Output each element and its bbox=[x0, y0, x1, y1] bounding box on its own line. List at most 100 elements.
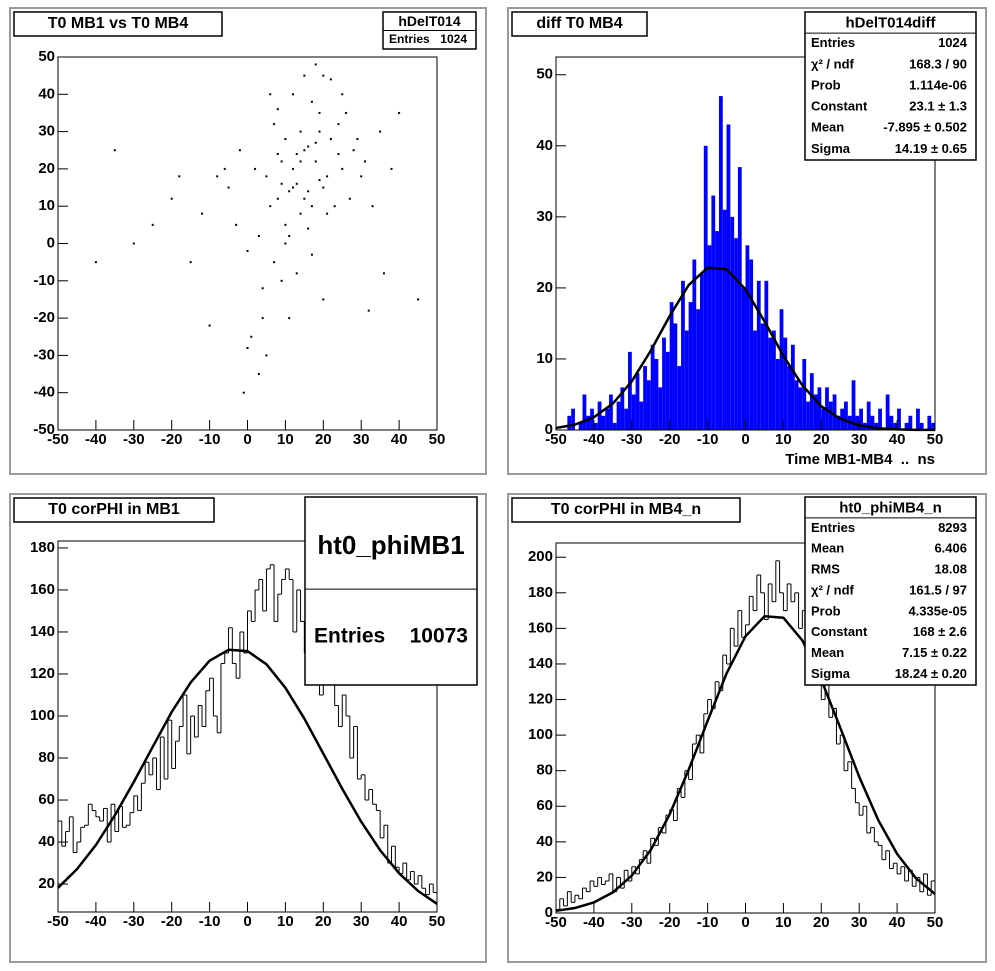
scatter-point bbox=[273, 261, 276, 264]
y-tick-label: 60 bbox=[38, 791, 55, 808]
x-tick-label: -40 bbox=[85, 913, 107, 930]
scatter-point bbox=[337, 152, 340, 155]
stats-box bbox=[304, 496, 478, 686]
y-tick-label: 10 bbox=[38, 197, 55, 214]
scatter-point bbox=[291, 167, 294, 170]
scatter-point bbox=[299, 160, 302, 163]
scatter-point bbox=[178, 175, 181, 178]
histogram-bar bbox=[866, 401, 871, 430]
stats-label: RMS bbox=[811, 562, 840, 577]
scatter-point bbox=[238, 149, 241, 152]
scatter-point bbox=[284, 223, 287, 226]
scatter-point bbox=[329, 78, 332, 81]
histogram-bar bbox=[696, 309, 701, 430]
scatter-point bbox=[352, 149, 355, 152]
x-tick-label: -20 bbox=[161, 913, 183, 930]
x-tick-label: 50 bbox=[927, 431, 944, 448]
y-tick-label: 0 bbox=[47, 234, 55, 251]
histogram-bar bbox=[756, 280, 761, 430]
scatter-point bbox=[132, 242, 135, 245]
scatter-point bbox=[363, 160, 366, 163]
y-tick-label: 50 bbox=[38, 48, 55, 65]
y-tick-label: 40 bbox=[38, 85, 55, 102]
x-tick-label: 30 bbox=[353, 431, 370, 448]
y-tick-label: 100 bbox=[30, 707, 55, 724]
scatter-point bbox=[246, 346, 249, 349]
x-tick-label: 0 bbox=[741, 914, 749, 931]
x-tick-label: -50 bbox=[47, 431, 69, 448]
scatter-point bbox=[318, 111, 321, 114]
x-tick-label: 20 bbox=[813, 431, 830, 448]
x-tick-label: 10 bbox=[277, 913, 294, 930]
histogram-bar bbox=[919, 422, 924, 430]
x-axis-label: Time MB1-MB4 .. ns bbox=[785, 451, 935, 468]
stats-value: 18.24 ± 0.20 bbox=[895, 666, 967, 681]
scatter-point bbox=[261, 287, 264, 290]
y-tick-label: -50 bbox=[33, 421, 55, 438]
histogram-bar bbox=[730, 216, 735, 430]
stats-value: 23.1 ± 1.3 bbox=[909, 99, 967, 114]
histogram-bar bbox=[904, 422, 909, 430]
stats-label: Sigma bbox=[811, 141, 851, 156]
stats-label: Constant bbox=[811, 624, 868, 639]
y-tick-label: -20 bbox=[33, 309, 55, 326]
scatter-point bbox=[295, 272, 298, 275]
stats-title: ht0_phiMB4_n bbox=[839, 499, 942, 516]
stats-value: 4.335e-05 bbox=[908, 603, 967, 618]
y-tick-label: 20 bbox=[536, 868, 553, 885]
scatter-point bbox=[303, 197, 306, 200]
histogram-bar bbox=[832, 394, 837, 430]
scatter-point bbox=[299, 212, 302, 215]
title-box bbox=[511, 497, 741, 523]
scatter-point bbox=[367, 309, 370, 312]
histogram-bar bbox=[605, 408, 610, 430]
y-tick-label: 50 bbox=[536, 66, 553, 83]
x-tick-label: -20 bbox=[659, 431, 681, 448]
stats-value: -7.895 ± 0.502 bbox=[883, 120, 967, 135]
histogram-bar bbox=[711, 195, 716, 430]
histogram-bar bbox=[878, 408, 882, 430]
x-tick-label: -40 bbox=[583, 914, 605, 931]
histogram-bar bbox=[620, 387, 625, 430]
histogram-bar bbox=[790, 344, 795, 430]
histogram-bar bbox=[768, 337, 773, 430]
histogram-bar bbox=[628, 351, 632, 430]
scatter-point bbox=[261, 317, 264, 320]
x-tick-label: 50 bbox=[429, 431, 446, 448]
histogram-bar bbox=[597, 401, 602, 430]
scatter-point bbox=[257, 235, 260, 238]
scatter-point bbox=[307, 190, 310, 193]
histogram-bar bbox=[772, 330, 776, 430]
histogram-bar bbox=[828, 401, 833, 430]
histogram-bar bbox=[582, 394, 587, 430]
stats-label: Entries bbox=[811, 520, 855, 535]
title-box bbox=[511, 11, 648, 37]
scatter-point bbox=[314, 160, 317, 163]
y-tick-label: 120 bbox=[30, 665, 55, 682]
y-tick-label: 20 bbox=[38, 875, 55, 892]
histogram-bar bbox=[916, 408, 920, 430]
scatter-point bbox=[322, 298, 325, 301]
stats-label: χ² / ndf bbox=[811, 56, 855, 71]
x-tick-label: 10 bbox=[775, 914, 792, 931]
x-tick-label: -10 bbox=[697, 431, 719, 448]
x-tick-label: 20 bbox=[315, 431, 332, 448]
scatter-point bbox=[299, 130, 302, 133]
fit-curve bbox=[57, 648, 438, 905]
histogram-bar bbox=[681, 280, 685, 430]
scatter-point bbox=[113, 149, 116, 152]
stats-value: 1024 bbox=[938, 35, 968, 50]
y-tick-label: 160 bbox=[30, 581, 55, 598]
scatter-point bbox=[314, 141, 317, 144]
scatter-point bbox=[250, 335, 253, 338]
stats-value: 168 ± 2.6 bbox=[913, 624, 967, 639]
y-tick-label: 200 bbox=[528, 548, 553, 565]
stats-label: Prob bbox=[811, 603, 841, 618]
histogram-bar bbox=[669, 302, 674, 430]
y-tick-label: 80 bbox=[536, 762, 553, 779]
scatter-point bbox=[341, 93, 344, 96]
scatter-point bbox=[382, 272, 385, 275]
x-tick-label: 30 bbox=[353, 913, 370, 930]
histogram-bar bbox=[616, 401, 621, 430]
